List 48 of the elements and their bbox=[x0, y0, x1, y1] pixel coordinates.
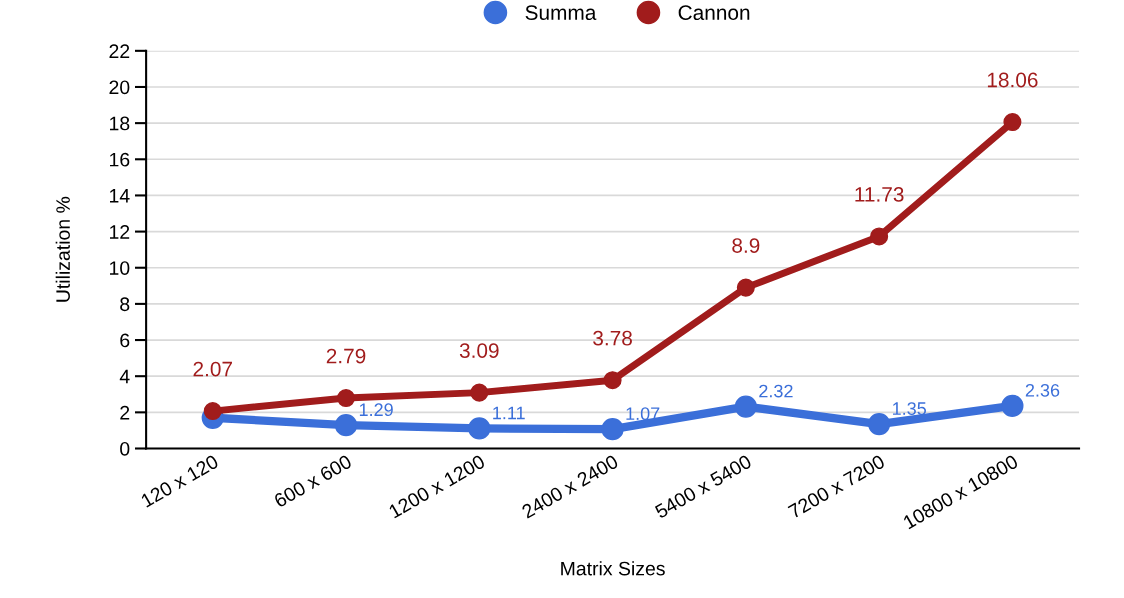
y-tick-label: 12 bbox=[110, 225, 130, 239]
legend-label: Summa bbox=[525, 5, 597, 21]
y-tick-label: 8 bbox=[120, 297, 130, 312]
y-tick-label: 6 bbox=[120, 333, 130, 348]
data-label: 2.32 bbox=[759, 384, 793, 398]
y-axis-title: Utilization % bbox=[55, 196, 70, 302]
y-tick-label: 22 bbox=[109, 44, 130, 58]
x-axis-title: Matrix Sizes bbox=[561, 561, 665, 576]
data-label: 11.73 bbox=[855, 187, 904, 202]
data-label: 3.78 bbox=[593, 330, 632, 346]
point bbox=[1003, 113, 1022, 132]
point bbox=[868, 412, 891, 436]
point bbox=[470, 383, 489, 402]
point bbox=[603, 371, 622, 390]
y-tick-label: 16 bbox=[110, 152, 130, 167]
point bbox=[468, 417, 491, 440]
y-tick-label: 2 bbox=[120, 405, 130, 420]
data-label: 2.36 bbox=[1025, 383, 1060, 397]
point bbox=[736, 278, 755, 297]
data-label: 1.35 bbox=[893, 402, 927, 415]
data-label: 1.29 bbox=[359, 403, 393, 417]
point bbox=[601, 418, 624, 441]
legend-label: Cannon bbox=[678, 5, 750, 21]
y-tick-label: 4 bbox=[119, 369, 130, 384]
x-tick-label: 600 x 600 bbox=[273, 454, 353, 508]
y-tick-label: 18 bbox=[110, 116, 130, 131]
y-tick-label: 0 bbox=[120, 441, 130, 456]
point bbox=[203, 402, 222, 421]
data-label: 2.79 bbox=[326, 348, 366, 364]
y-tick-label: 20 bbox=[109, 80, 130, 95]
data-label: 1.11 bbox=[493, 406, 525, 420]
point bbox=[334, 414, 358, 437]
point bbox=[337, 389, 356, 408]
y-tick-label: 14 bbox=[110, 189, 130, 203]
data-label: 18.06 bbox=[987, 72, 1038, 88]
point bbox=[870, 227, 889, 246]
data-label: 1.07 bbox=[626, 407, 660, 421]
x-tick-label: 2400 x 2400 bbox=[520, 454, 620, 519]
data-label: 2.07 bbox=[193, 361, 232, 377]
x-tick-label: 5400 x 5400 bbox=[654, 454, 753, 519]
x-tick-label: 120 x 120 bbox=[140, 454, 220, 508]
x-tick-label: 1200 x 1200 bbox=[388, 454, 486, 519]
data-label: 8.9 bbox=[732, 238, 760, 253]
y-tick-label: 10 bbox=[110, 261, 130, 275]
data-label: 3.09 bbox=[459, 343, 499, 358]
point bbox=[734, 395, 757, 418]
point bbox=[1001, 394, 1024, 417]
x-tick-label: 7200 x 7200 bbox=[787, 454, 886, 519]
